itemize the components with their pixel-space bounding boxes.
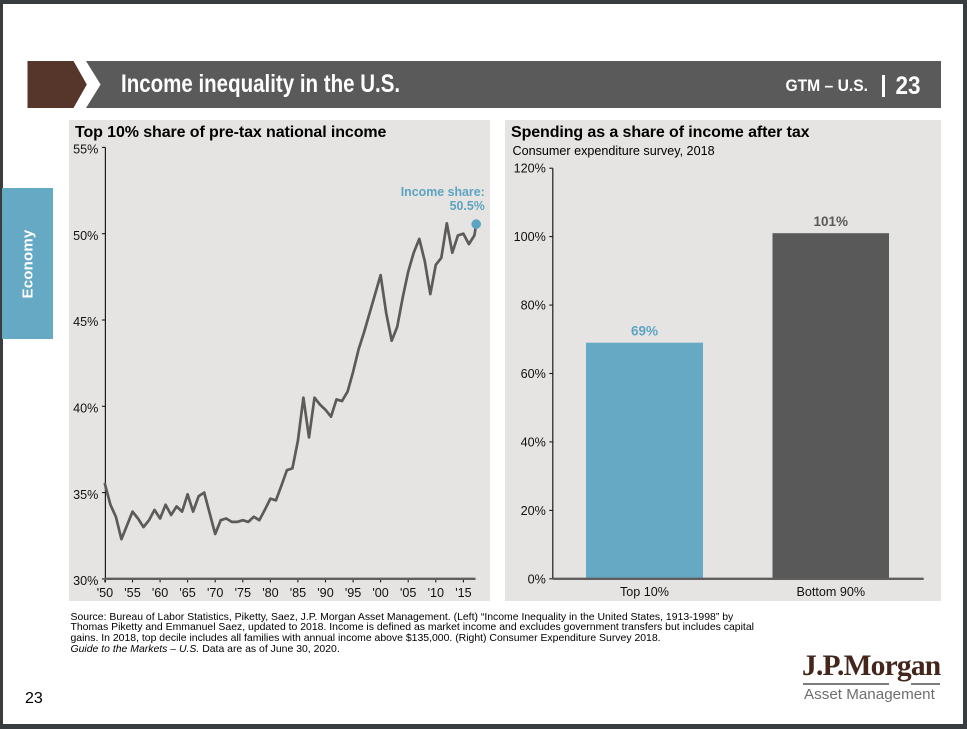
svg-text:120%: 120% bbox=[514, 162, 546, 176]
svg-text:40%: 40% bbox=[73, 402, 98, 416]
svg-text:'85: '85 bbox=[290, 586, 306, 600]
svg-text:35%: 35% bbox=[73, 488, 98, 502]
svg-text:'70: '70 bbox=[207, 586, 223, 600]
svg-text:80%: 80% bbox=[521, 299, 546, 313]
svg-text:101%: 101% bbox=[814, 214, 849, 229]
svg-text:60%: 60% bbox=[521, 367, 546, 381]
svg-text:'75: '75 bbox=[235, 586, 251, 600]
svg-text:'10: '10 bbox=[428, 586, 444, 600]
svg-text:20%: 20% bbox=[521, 504, 546, 518]
svg-text:55%: 55% bbox=[73, 143, 98, 157]
svg-text:'00: '00 bbox=[372, 586, 388, 600]
svg-text:'65: '65 bbox=[179, 586, 195, 600]
svg-text:'55: '55 bbox=[124, 586, 140, 600]
svg-text:'60: '60 bbox=[152, 586, 168, 600]
svg-text:'80: '80 bbox=[262, 586, 278, 600]
svg-text:'95: '95 bbox=[345, 586, 361, 600]
svg-text:100%: 100% bbox=[514, 230, 546, 244]
svg-text:'90: '90 bbox=[317, 586, 333, 600]
svg-text:0%: 0% bbox=[528, 572, 546, 586]
svg-text:'50: '50 bbox=[97, 586, 113, 600]
svg-text:45%: 45% bbox=[73, 315, 98, 329]
svg-text:Bottom 90%: Bottom 90% bbox=[796, 585, 865, 599]
svg-text:Top 10%: Top 10% bbox=[620, 585, 669, 599]
svg-text:'15: '15 bbox=[455, 586, 471, 600]
svg-text:30%: 30% bbox=[73, 574, 98, 588]
svg-text:50%: 50% bbox=[73, 229, 98, 243]
svg-text:'05: '05 bbox=[400, 586, 416, 600]
svg-text:69%: 69% bbox=[631, 324, 658, 339]
svg-text:40%: 40% bbox=[521, 435, 546, 449]
